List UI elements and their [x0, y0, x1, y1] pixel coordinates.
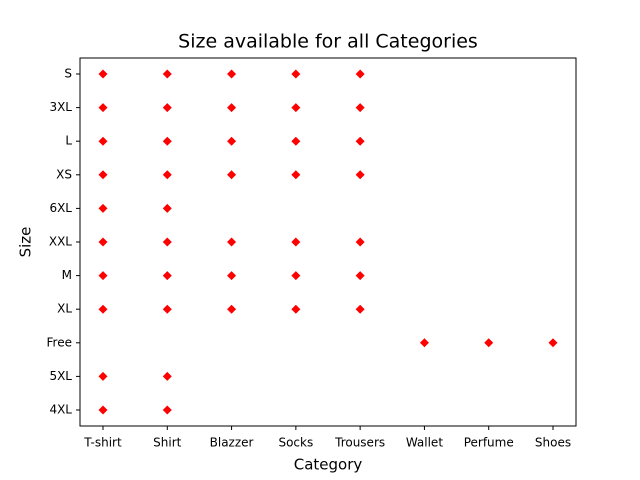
y-tick-label: 3XL [49, 100, 72, 114]
x-tick-label: Wallet [406, 436, 444, 450]
point [227, 271, 237, 281]
point [355, 304, 365, 314]
x-tick-label: Trousers [334, 436, 385, 450]
y-tick-label: XL [57, 302, 72, 316]
point [98, 103, 108, 113]
point [98, 237, 108, 247]
point [548, 338, 558, 348]
y-tick-label: L [65, 134, 72, 148]
point [162, 136, 172, 146]
point [227, 304, 237, 314]
point [162, 371, 172, 381]
y-tick-label: S [64, 67, 72, 81]
point [355, 103, 365, 113]
y-tick-label: XS [56, 167, 72, 181]
point [227, 136, 237, 146]
point [162, 103, 172, 113]
point [162, 304, 172, 314]
x-tick-label: Perfume [464, 436, 514, 450]
point [355, 136, 365, 146]
x-tick-label: Blazzer [210, 436, 254, 450]
point [355, 271, 365, 281]
y-tick-label: 4XL [49, 403, 72, 417]
point [291, 271, 301, 281]
point [291, 304, 301, 314]
point [98, 304, 108, 314]
point [98, 136, 108, 146]
point [355, 69, 365, 79]
point [227, 69, 237, 79]
y-tick-label: Free [47, 335, 72, 349]
point [291, 136, 301, 146]
point [98, 371, 108, 381]
point [98, 271, 108, 281]
point [98, 69, 108, 79]
point [419, 338, 429, 348]
point [162, 405, 172, 415]
point [162, 271, 172, 281]
x-axis-label: Category [294, 456, 363, 474]
x-tick-label: T-shirt [83, 436, 122, 450]
point [227, 103, 237, 113]
y-tick-label: 6XL [49, 201, 72, 215]
y-tick-label: M [62, 268, 72, 282]
point [162, 203, 172, 213]
y-axis-label: Size [17, 227, 35, 258]
y-tick-label: XXL [49, 235, 72, 249]
point [291, 237, 301, 247]
point [291, 170, 301, 180]
x-tick-label: Socks [278, 436, 313, 450]
point [227, 237, 237, 247]
point [98, 405, 108, 415]
point [484, 338, 494, 348]
point [227, 170, 237, 180]
point [355, 170, 365, 180]
x-tick-label: Shoes [535, 436, 571, 450]
point [291, 69, 301, 79]
point [162, 170, 172, 180]
point [98, 203, 108, 213]
x-tick-label: Shirt [153, 436, 181, 450]
point [162, 69, 172, 79]
y-tick-label: 5XL [49, 369, 72, 383]
point [291, 103, 301, 113]
point [162, 237, 172, 247]
point [355, 237, 365, 247]
point [98, 170, 108, 180]
chart-title: Size available for all Categories [178, 31, 478, 53]
